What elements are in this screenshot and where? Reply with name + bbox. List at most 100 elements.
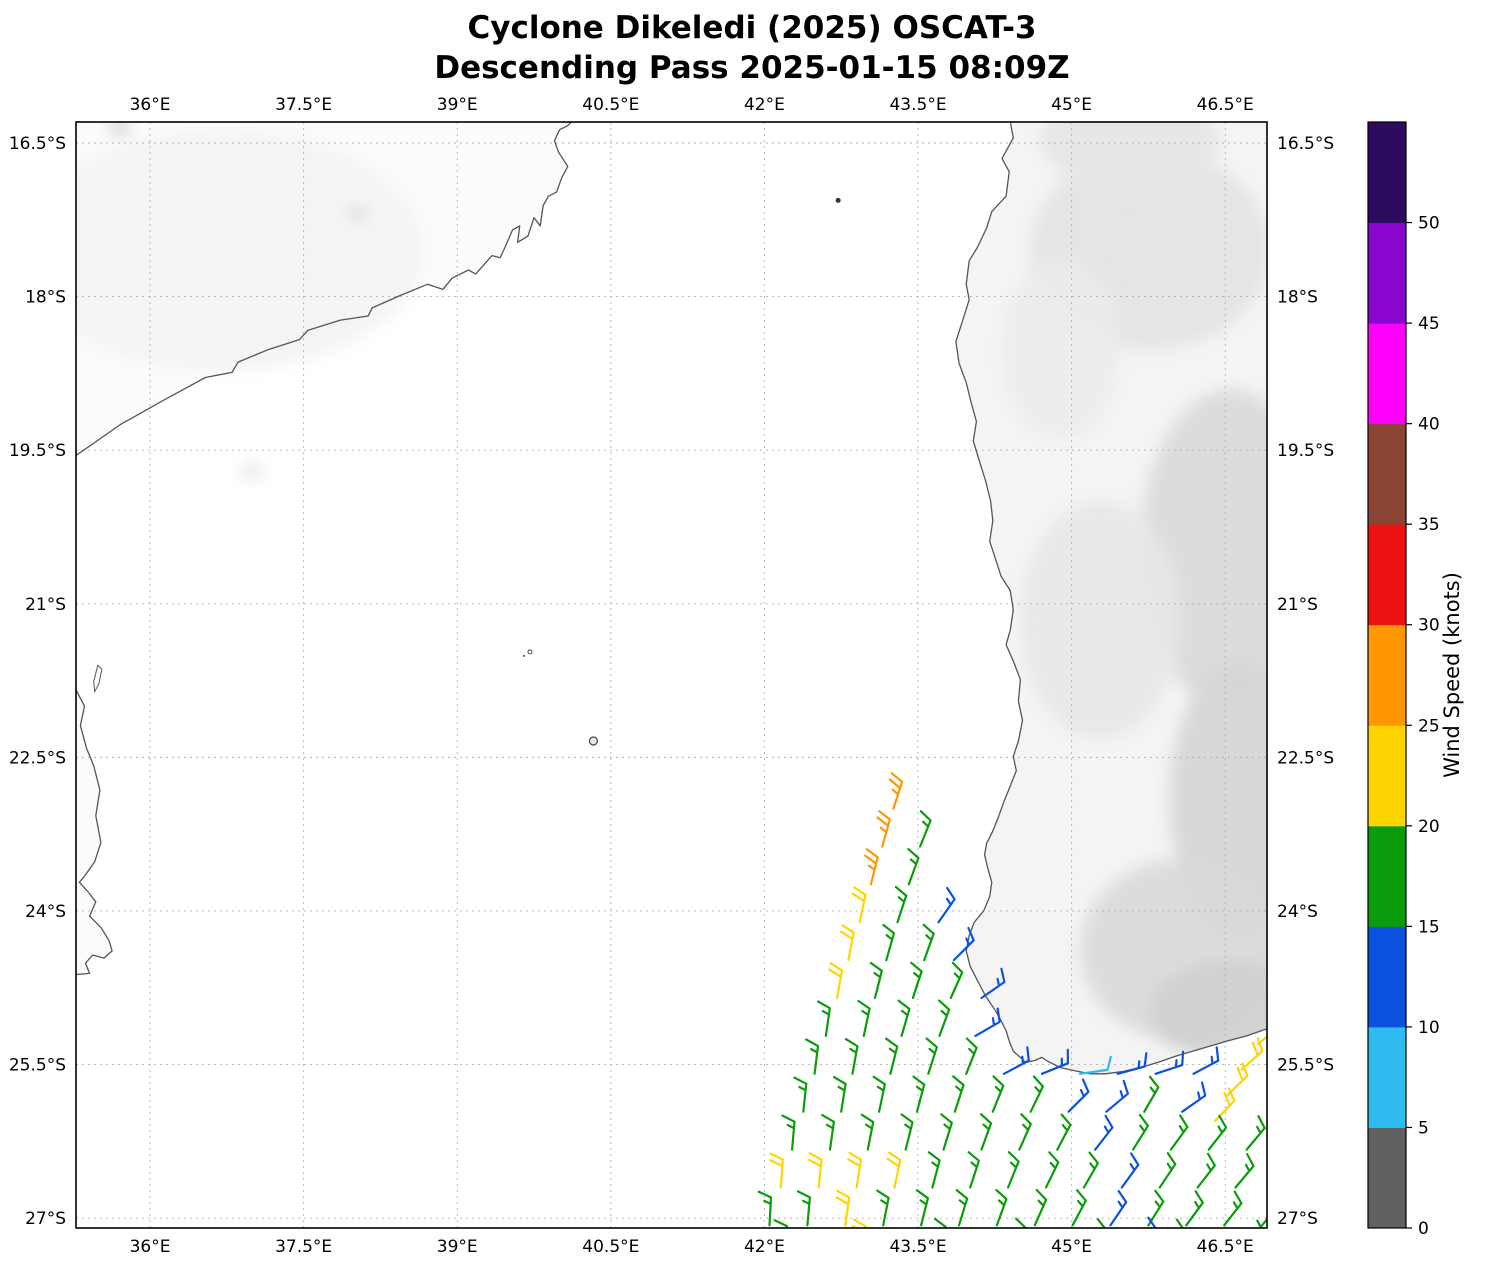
wind-barb — [1116, 1052, 1148, 1075]
map-frame — [75, 121, 1268, 1229]
wind-barb — [872, 1075, 886, 1113]
tick-label-right: 16.5°S — [1277, 134, 1334, 154]
wind-barb — [1056, 1113, 1072, 1151]
colorbar-tick-label: 50 — [1418, 214, 1440, 234]
wind-barb — [949, 961, 964, 1000]
wind-barb — [1196, 1152, 1216, 1189]
wind-barb — [1018, 1113, 1032, 1151]
tick-label-top: 40.5°E — [582, 95, 639, 115]
colorbar-tick-label: 25 — [1418, 716, 1440, 736]
tick-label-bottom: 37.5°E — [275, 1237, 332, 1257]
terrain-blob — [349, 207, 366, 220]
wind-barb — [1245, 1115, 1266, 1151]
wind-barb — [876, 1189, 890, 1227]
tick-label-right: 22.5°S — [1277, 748, 1334, 768]
wind-barb-layer — [757, 772, 1267, 1228]
tick-label-bottom: 36°E — [130, 1237, 171, 1257]
wind-barb — [860, 1113, 875, 1151]
wind-barb — [773, 1219, 788, 1228]
colorbar-tick-label: 0 — [1418, 1219, 1429, 1239]
tick-label-bottom: 40.5°E — [582, 1237, 639, 1257]
wind-barb — [1181, 1081, 1207, 1113]
colorbar-segment — [1368, 423, 1406, 525]
wind-barb — [1240, 1037, 1264, 1071]
terrain-blob — [1039, 122, 1220, 190]
terrain-blob — [240, 463, 265, 480]
tick-label-bottom: 42°E — [744, 1237, 785, 1257]
wind-barb — [925, 1037, 938, 1075]
island-juan-de-nova — [835, 197, 841, 203]
wind-barb — [1223, 1190, 1243, 1227]
terrain-blob — [1150, 960, 1267, 1061]
wind-barb — [1120, 1152, 1140, 1189]
wind-barb — [933, 1217, 947, 1228]
wind-barb — [882, 923, 896, 962]
wind-barb — [915, 1189, 929, 1227]
wind-barb — [1234, 1153, 1255, 1189]
wind-barb — [1078, 1055, 1112, 1075]
tick-label-right: 19.5°S — [1277, 441, 1334, 461]
tick-label-bottom: 43.5°E — [889, 1237, 946, 1257]
tick-label-left: 21°S — [25, 595, 66, 615]
wind-barb — [938, 999, 951, 1037]
tick-label-top: 46.5°E — [1197, 95, 1254, 115]
wind-barb — [796, 1190, 811, 1227]
wind-barb — [857, 999, 871, 1037]
colorbar-segment — [1368, 323, 1406, 425]
island-bassas-da-india-islet — [522, 654, 525, 657]
wind-barb — [927, 1151, 941, 1189]
wind-barb — [940, 1113, 953, 1151]
coastline-madagascar — [955, 122, 1267, 1075]
wind-barb — [1147, 1216, 1157, 1228]
wind-barb — [807, 1152, 823, 1189]
wind-barb — [1007, 1151, 1020, 1189]
tick-label-bottom: 39°E — [437, 1237, 478, 1257]
terrain-blob — [1140, 389, 1267, 710]
wind-barb — [1256, 1219, 1263, 1228]
tick-label-right: 18°S — [1277, 288, 1318, 308]
wind-barb — [937, 886, 956, 924]
wind-barb — [910, 961, 923, 1000]
land-mozambique-south — [76, 689, 113, 975]
map-layers — [76, 122, 1267, 1228]
wind-barb — [851, 1218, 867, 1228]
tick-label-left: 22.5°S — [9, 748, 66, 768]
wind-barb — [828, 962, 844, 1000]
wind-barb — [965, 1037, 978, 1075]
wind-barb — [1033, 1189, 1048, 1227]
wind-barb — [974, 1007, 1001, 1037]
colorbar-tick-label: 35 — [1418, 515, 1440, 535]
wind-barb — [757, 1190, 773, 1227]
wind-barb — [907, 848, 920, 886]
tick-label-top: 42°E — [744, 95, 785, 115]
island-bassas-da-india — [527, 649, 533, 655]
terrain-blob — [76, 130, 422, 371]
terrain-blob — [1020, 500, 1181, 741]
wind-barb — [1082, 1151, 1099, 1189]
colorbar-tick-label: 45 — [1418, 314, 1440, 334]
coastline-mozambique-south — [76, 689, 113, 976]
wind-barb — [980, 967, 1006, 1000]
wind-barb — [1213, 1087, 1236, 1122]
colorbar-segment — [1368, 1127, 1406, 1229]
wind-barb — [1015, 1217, 1027, 1228]
tick-label-left: 19.5°S — [9, 441, 66, 461]
island-europa — [588, 736, 599, 746]
colorbar-tick-label: 20 — [1418, 817, 1440, 837]
tick-label-bottom: 45°E — [1051, 1237, 1092, 1257]
wind-barb — [832, 1076, 847, 1113]
tick-label-left: 16.5°S — [9, 134, 66, 154]
colorbar-segment — [1368, 122, 1406, 224]
wind-barb — [1154, 1050, 1185, 1075]
tick-label-top: 39°E — [437, 95, 478, 115]
colorbar-segment — [1368, 624, 1406, 726]
colorbar-tick-label: 10 — [1418, 1018, 1440, 1038]
island-bazaruto — [93, 664, 103, 694]
wind-barb — [967, 1151, 980, 1189]
wind-barb — [955, 1189, 969, 1227]
wind-barb — [1143, 1075, 1160, 1113]
wind-barb — [817, 1000, 831, 1037]
wind-barb — [991, 1075, 1005, 1113]
